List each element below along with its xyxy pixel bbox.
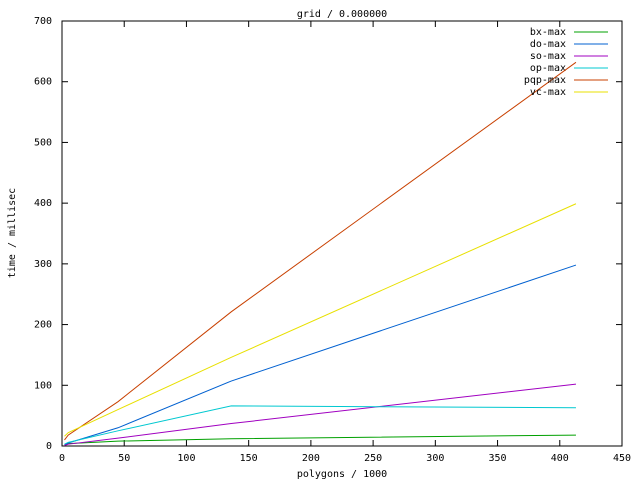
x-tick-label: 150 [240,453,258,464]
x-tick-label: 200 [302,453,320,464]
data-line [64,203,577,437]
data-line [64,405,576,445]
data-line [64,434,576,446]
y-tick-label: 600 [34,77,52,88]
y-tick-label: 0 [46,441,52,452]
chart-title: grid / 0.000000 [297,9,387,20]
data-line [64,264,577,446]
y-axis-label: time / millisec [7,188,18,278]
y-tick-label: 300 [34,259,52,270]
x-tick-label: 50 [118,453,130,464]
x-tick-label: 350 [489,453,507,464]
x-tick-label: 100 [177,453,195,464]
data-line [64,61,577,441]
y-tick-label: 400 [34,198,52,209]
y-tick-label: 700 [34,16,52,27]
legend-label: vc-max [530,87,566,98]
legend-label: pqp-max [524,75,566,86]
x-axis-label: polygons / 1000 [297,469,387,480]
legend-label: bx-max [530,27,566,38]
x-tick-label: 300 [426,453,444,464]
legend-label: do-max [530,39,566,50]
data-line [64,383,577,446]
x-tick-label: 250 [364,453,382,464]
plot-border [61,20,623,447]
x-tick-label: 400 [551,453,569,464]
x-tick-label: 0 [59,453,65,464]
legend-label: op-max [530,63,566,74]
y-tick-label: 200 [34,320,52,331]
y-tick-label: 100 [34,380,52,391]
y-tick-label: 500 [34,137,52,148]
legend-label: so-max [530,51,566,62]
x-tick-label: 450 [613,453,631,464]
